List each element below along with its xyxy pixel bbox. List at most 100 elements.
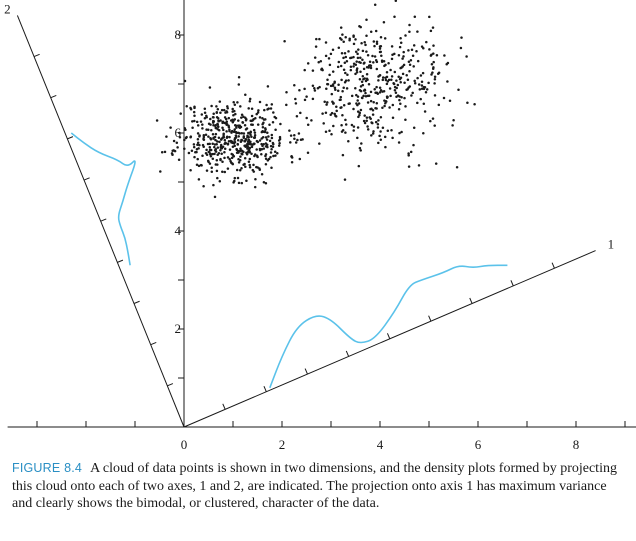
data-point — [218, 140, 221, 144]
data-point — [311, 69, 315, 72]
data-point — [268, 139, 272, 143]
data-point — [195, 120, 199, 124]
data-point — [330, 132, 333, 136]
data-point — [213, 124, 217, 127]
data-point — [210, 104, 213, 108]
data-point — [327, 57, 331, 60]
data-point — [240, 116, 243, 119]
data-point — [208, 145, 212, 149]
data-point — [201, 127, 204, 130]
data-point — [408, 85, 412, 88]
data-point — [221, 145, 225, 149]
data-point — [366, 101, 370, 104]
data-point — [363, 114, 366, 117]
data-point — [340, 51, 344, 55]
data-point — [397, 107, 401, 111]
data-point — [242, 135, 246, 138]
data-point — [412, 126, 416, 129]
data-point — [344, 36, 347, 39]
data-point — [378, 134, 381, 138]
x-ticks — [36, 421, 626, 427]
data-point — [331, 83, 335, 86]
data-point — [294, 102, 298, 105]
data-point — [165, 135, 168, 138]
data-point — [202, 138, 206, 141]
data-point — [271, 121, 275, 124]
data-point — [366, 53, 370, 57]
data-point — [220, 108, 224, 112]
y-ticks — [178, 34, 184, 379]
data-point — [460, 36, 463, 39]
data-point — [204, 152, 208, 155]
data-point — [366, 125, 369, 128]
data-point — [246, 135, 249, 139]
data-point — [357, 115, 360, 119]
data-point — [248, 163, 251, 167]
data-point — [340, 124, 343, 127]
data-point — [398, 45, 402, 49]
data-point — [208, 142, 211, 146]
data-point — [340, 106, 343, 109]
data-point — [372, 100, 375, 104]
data-point — [215, 110, 219, 114]
data-point — [207, 128, 210, 132]
data-point — [240, 167, 243, 170]
data-point — [208, 162, 212, 165]
data-point — [271, 141, 275, 145]
data-point — [383, 64, 386, 68]
data-point — [250, 145, 254, 149]
data-point — [290, 161, 294, 164]
data-point — [437, 103, 441, 107]
data-point — [272, 154, 275, 158]
data-point — [364, 43, 367, 47]
data-point — [264, 136, 268, 139]
projection-axis-tick — [304, 368, 308, 375]
data-point — [210, 129, 213, 132]
data-point — [388, 106, 391, 109]
data-point — [175, 141, 179, 144]
data-point — [328, 63, 332, 67]
data-point — [228, 157, 231, 161]
data-point — [273, 115, 276, 119]
data-point — [270, 133, 274, 137]
data-point — [354, 86, 357, 90]
data-point — [200, 113, 204, 116]
data-point — [303, 98, 307, 102]
data-point — [293, 83, 296, 87]
data-point — [362, 77, 365, 81]
data-point — [189, 106, 192, 110]
data-point — [213, 145, 216, 149]
data-point — [193, 119, 196, 123]
data-point — [208, 86, 212, 89]
data-point — [375, 101, 379, 105]
data-point — [376, 92, 380, 96]
data-point — [197, 164, 201, 168]
data-point — [369, 66, 373, 70]
data-point — [227, 140, 231, 143]
density-curve-axis-1 — [269, 264, 508, 389]
data-point — [355, 60, 358, 63]
data-point — [270, 148, 273, 151]
data-point — [289, 141, 292, 144]
data-point — [196, 143, 199, 147]
data-point — [404, 34, 407, 37]
projection-axes — [16, 15, 596, 428]
data-point — [416, 59, 420, 63]
data-point — [396, 83, 400, 87]
data-point — [243, 139, 247, 143]
data-point — [379, 44, 383, 48]
projection-axis-tick — [83, 177, 90, 181]
data-point — [224, 117, 228, 121]
data-point — [220, 152, 223, 155]
data-point — [446, 61, 450, 65]
data-point — [295, 115, 299, 118]
data-point — [368, 64, 372, 67]
data-point — [393, 85, 397, 89]
data-point — [231, 145, 235, 149]
data-point — [239, 155, 242, 158]
data-point — [362, 67, 366, 71]
data-point — [252, 163, 255, 167]
data-point — [296, 138, 299, 142]
data-point — [413, 15, 417, 19]
data-point — [244, 165, 247, 169]
